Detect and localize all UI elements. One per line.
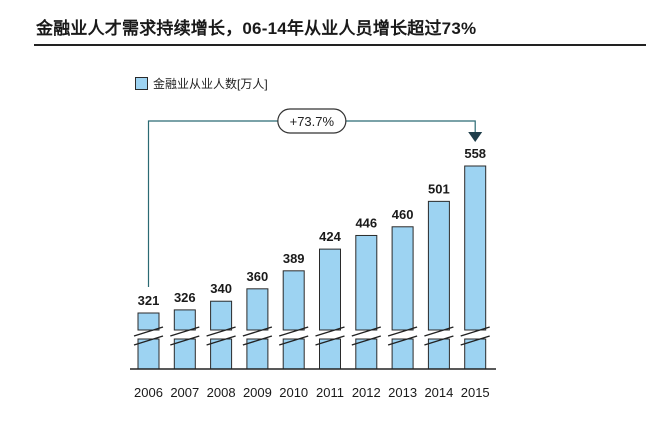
axis-break-mark <box>206 326 236 337</box>
data-label-2009: 360 <box>247 269 269 284</box>
data-label-2015: 558 <box>464 146 486 161</box>
data-label-2007: 326 <box>174 290 196 305</box>
data-label-2006: 321 <box>138 293 160 308</box>
axis-break-mark <box>460 326 490 337</box>
bar-2011 <box>319 248 341 331</box>
growth-label-pill <box>277 108 347 134</box>
axis-break-mark <box>170 335 200 346</box>
axis-break-mark <box>424 335 454 346</box>
x-tick-2006: 2006 <box>134 385 163 400</box>
bar-2010 <box>282 270 305 331</box>
axis-break-mark <box>351 326 382 337</box>
axis-break-mark <box>351 335 382 346</box>
axis-break-mark <box>242 326 273 337</box>
bar-2008 <box>210 300 233 331</box>
title-divider <box>34 44 646 46</box>
bar-2009 <box>246 288 269 331</box>
bar-2014 <box>427 200 450 331</box>
growth-bracket <box>147 120 476 287</box>
bar-2015 <box>464 165 487 331</box>
x-tick-2013: 2013 <box>388 385 417 400</box>
data-label-2012: 446 <box>355 215 377 230</box>
axis-break-mark <box>133 335 164 346</box>
axis-break-mark <box>278 335 309 346</box>
data-label-2014: 501 <box>428 181 450 196</box>
data-label-2013: 460 <box>392 207 414 222</box>
legend: 金融业从业人数[万人] <box>135 75 268 91</box>
x-tick-2007: 2007 <box>170 385 199 400</box>
x-tick-2012: 2012 <box>352 385 381 400</box>
axis-break-mark <box>424 326 454 337</box>
data-label-2010: 389 <box>283 251 305 266</box>
chart-title: 金融业人才需求持续增长，06-14年从业人员增长超过73% <box>36 19 477 38</box>
axis-break-mark <box>387 326 418 337</box>
data-label-2008: 340 <box>210 281 232 296</box>
x-tick-2009: 2009 <box>243 385 272 400</box>
axis-break-mark <box>315 326 345 337</box>
axis-break-mark <box>242 335 273 346</box>
bar-2012 <box>355 234 378 331</box>
axis-break-mark <box>278 326 309 337</box>
legend-label: 金融业从业人数[万人] <box>153 76 268 91</box>
legend-swatch <box>135 76 148 90</box>
bar-2013 <box>391 226 414 331</box>
x-tick-2015: 2015 <box>461 385 490 400</box>
axis-break-mark <box>206 335 236 346</box>
axis-break-mark <box>387 335 418 346</box>
growth-arrow-head <box>468 132 483 142</box>
growth-label: +73.7% <box>290 114 335 129</box>
x-tick-2011: 2011 <box>316 385 344 400</box>
data-label-2011: 424 <box>319 229 341 244</box>
x-tick-2010: 2010 <box>279 385 308 400</box>
bar-2007 <box>173 309 196 331</box>
axis-break-mark <box>170 326 200 337</box>
bar-2006 <box>137 312 160 331</box>
x-tick-2014: 2014 <box>424 385 453 400</box>
axis-break-mark <box>315 335 345 346</box>
x-tick-2008: 2008 <box>207 385 236 400</box>
axis-break-mark <box>460 335 490 346</box>
axis-break-mark <box>133 326 164 337</box>
